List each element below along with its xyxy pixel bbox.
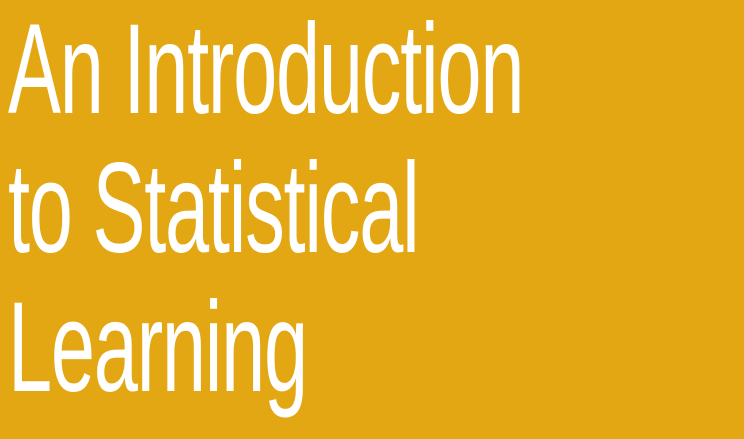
title-line-3: Learning bbox=[8, 276, 308, 419]
book-title: An Introduction to Statistical Learning bbox=[8, 0, 524, 419]
title-line-1: An Introduction bbox=[8, 0, 524, 141]
title-line-2: to Statistical bbox=[8, 137, 420, 280]
